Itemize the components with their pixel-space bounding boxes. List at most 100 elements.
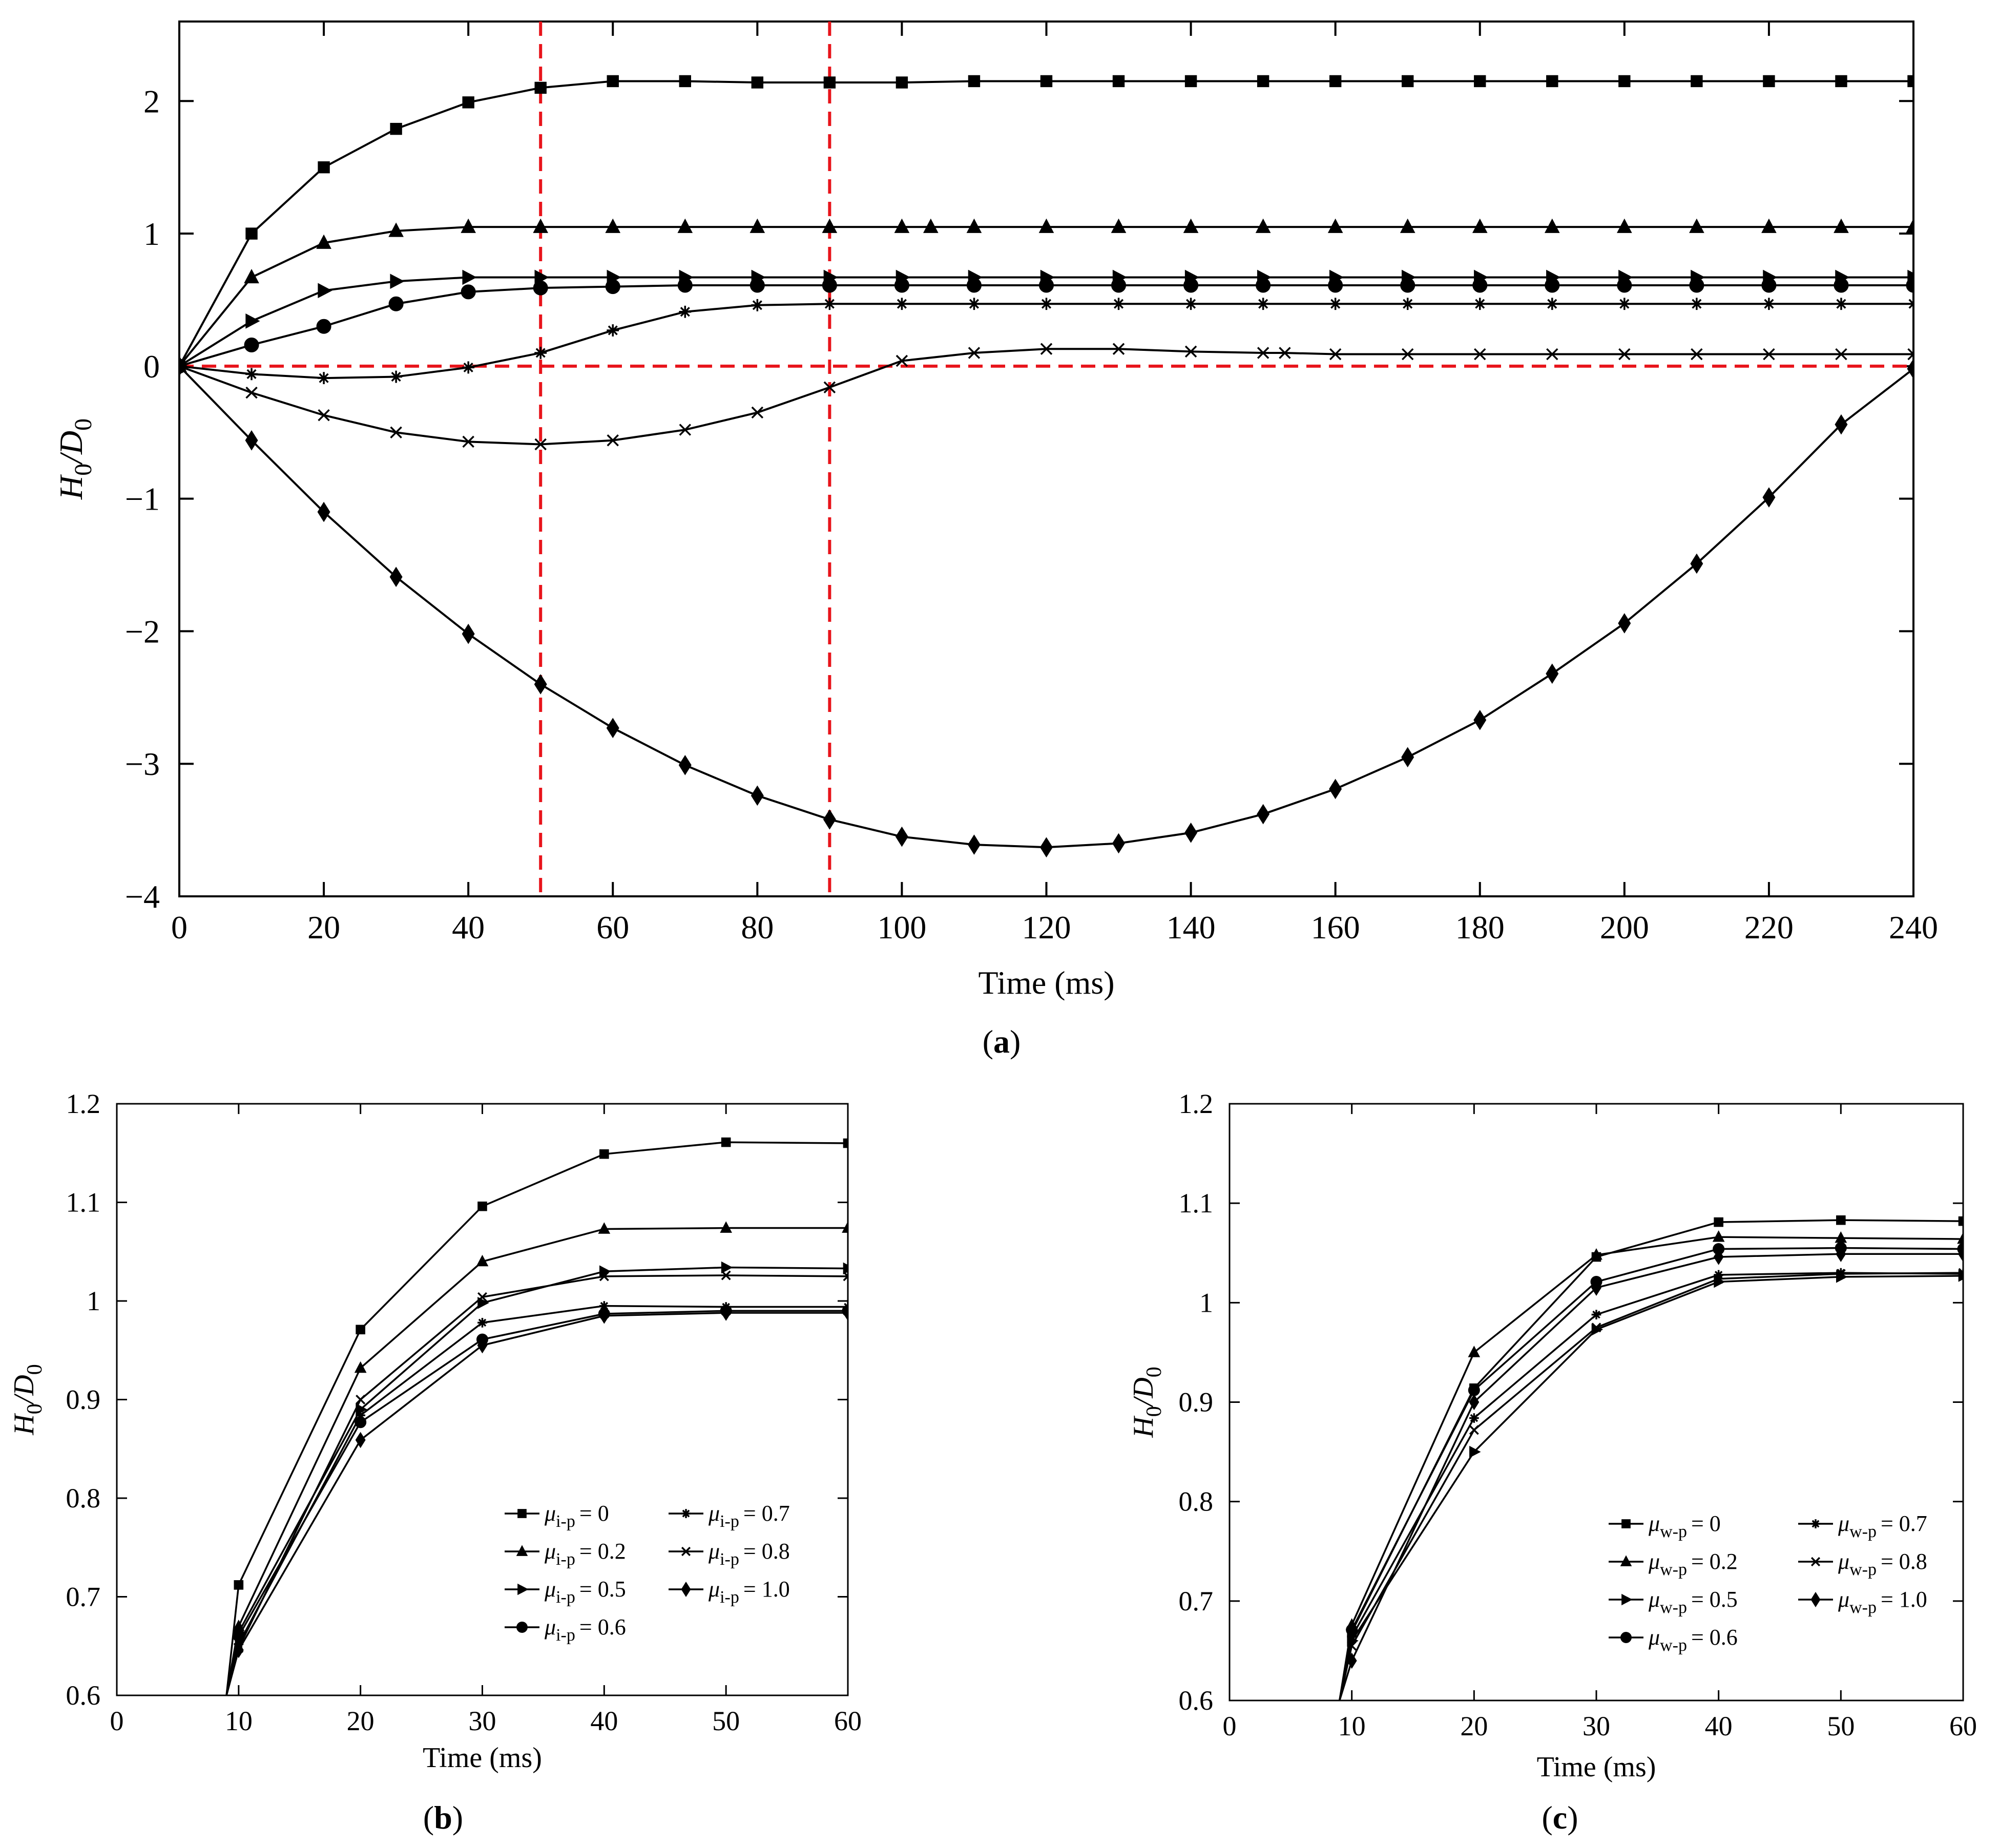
data-point-square bbox=[679, 75, 691, 88]
panel-label-letter: b bbox=[434, 1799, 452, 1836]
data-point-cross bbox=[1763, 348, 1775, 361]
data-point-cross bbox=[721, 1270, 731, 1280]
data-point-square bbox=[1835, 75, 1847, 88]
y-tick-label: 0.7 bbox=[66, 1582, 101, 1612]
y-tick-label: 1 bbox=[87, 1286, 100, 1316]
data-point-square bbox=[1546, 75, 1558, 88]
data-point-square bbox=[462, 96, 474, 109]
data-point-circle bbox=[1906, 278, 1913, 293]
legend-marker-circle bbox=[1620, 1632, 1632, 1643]
legend-marker-cross bbox=[681, 1546, 691, 1557]
data-point-circle bbox=[749, 278, 765, 293]
data-point-star bbox=[1835, 298, 1847, 310]
legend-entry: μi-p = 0.8 bbox=[708, 1539, 790, 1569]
legend-symbol: μ bbox=[1648, 1511, 1660, 1536]
legend-sub: i-p bbox=[556, 1512, 575, 1531]
data-point-square bbox=[823, 76, 836, 89]
data-point-square bbox=[356, 1325, 365, 1335]
data-point-diamond bbox=[823, 809, 836, 830]
data-point-triangle bbox=[1400, 218, 1415, 233]
data-point-square bbox=[534, 81, 547, 94]
x-tick-label: 80 bbox=[741, 909, 774, 946]
data-point-triangle bbox=[1957, 1232, 1963, 1244]
data-point-diamond bbox=[1546, 663, 1559, 684]
legend-symbol: μ bbox=[708, 1577, 720, 1602]
y-axis-title: H0/D0 bbox=[1128, 1367, 1166, 1438]
data-point-diamond bbox=[751, 785, 764, 806]
data-point-cross bbox=[1329, 348, 1342, 361]
data-point-cross bbox=[1546, 348, 1558, 361]
data-point-circle bbox=[1111, 278, 1127, 293]
data-point-star bbox=[823, 298, 836, 310]
data-point-diamond bbox=[1112, 833, 1126, 854]
data-point-star bbox=[1618, 298, 1631, 310]
chart-panel-a: 0 20 40 60 80 100 120 140 160 180 200 220 240−4−3−2−… bbox=[53, 20, 1938, 1060]
legend-entry: μw-p = 1.0 bbox=[1838, 1587, 1927, 1617]
data-point-circle bbox=[1761, 278, 1777, 293]
data-point-triangle bbox=[1255, 218, 1271, 233]
legend-symbol: μ bbox=[1838, 1549, 1849, 1574]
x-tick-label: 0 bbox=[110, 1706, 124, 1736]
data-point-cross bbox=[843, 1271, 848, 1282]
data-point-triangle bbox=[1906, 218, 1913, 233]
legend-sub: w-p bbox=[1849, 1560, 1877, 1579]
data-point-cross bbox=[1279, 347, 1291, 359]
y-tick-label: −1 bbox=[125, 481, 160, 517]
legend-entry: μw-p = 0.7 bbox=[1838, 1511, 1927, 1541]
legend-value: = 0 bbox=[1691, 1511, 1721, 1536]
data-point-square bbox=[1402, 75, 1414, 88]
data-point-circle bbox=[316, 319, 331, 334]
data-point-square bbox=[1329, 75, 1342, 88]
panel-label-c: (c) bbox=[1542, 1799, 1578, 1836]
data-point-triangle bbox=[720, 1221, 732, 1233]
data-point-square bbox=[1040, 75, 1053, 88]
y-axis-title-sub: 0 bbox=[1142, 1406, 1166, 1417]
data-point-triangle bbox=[598, 1222, 611, 1234]
data-point-diamond bbox=[1346, 1652, 1357, 1669]
data-point-triangle bbox=[354, 1361, 367, 1373]
data-point-circle bbox=[605, 279, 620, 295]
y-axis-title-d: /D bbox=[1128, 1377, 1159, 1408]
data-point-triangle bbox=[1544, 218, 1560, 233]
data-point-triangle bbox=[461, 218, 476, 233]
y-axis-title-h: H bbox=[53, 474, 89, 500]
legend-symbol: μ bbox=[1648, 1587, 1660, 1612]
legend-entry: μi-p = 0.7 bbox=[708, 1501, 790, 1531]
data-point-right-triangle bbox=[843, 1262, 848, 1275]
data-point-triangle bbox=[1689, 218, 1704, 233]
data-point-circle bbox=[244, 337, 259, 352]
legend-value: = 0.5 bbox=[579, 1577, 626, 1602]
data-point-circle bbox=[533, 280, 548, 296]
legend-sub: i-p bbox=[720, 1550, 739, 1569]
x-tick-label: 180 bbox=[1455, 909, 1505, 946]
data-point-circle bbox=[966, 278, 982, 293]
y-tick-label: 0.8 bbox=[66, 1483, 101, 1514]
data-point-diamond bbox=[678, 754, 692, 775]
x-axis-title: Time (ms) bbox=[423, 1742, 542, 1774]
x-tick-label: 40 bbox=[590, 1706, 618, 1736]
data-point-right-triangle bbox=[245, 313, 260, 329]
data-point-diamond bbox=[1762, 487, 1776, 508]
data-point-circle bbox=[388, 296, 404, 311]
data-point-diamond bbox=[1040, 837, 1053, 858]
data-point-star bbox=[477, 1318, 487, 1328]
data-point-star bbox=[1347, 1632, 1357, 1642]
legend-marker-right-triangle bbox=[1621, 1593, 1633, 1606]
x-tick-label: 60 bbox=[1949, 1711, 1977, 1741]
y-axis-title-sub2: 0 bbox=[70, 418, 97, 431]
legend-entry: μi-p = 0.5 bbox=[544, 1577, 626, 1607]
legend-symbol: μ bbox=[544, 1501, 556, 1526]
data-point-cross bbox=[477, 1292, 487, 1302]
y-axis-title-sub2: 0 bbox=[23, 1364, 47, 1375]
legend-symbol: μ bbox=[544, 1539, 556, 1564]
data-point-star bbox=[1591, 1310, 1601, 1319]
y-axis-title-sub2: 0 bbox=[1142, 1367, 1166, 1377]
legend-value: = 0.8 bbox=[743, 1539, 790, 1564]
legend-marker-right-triangle bbox=[517, 1583, 529, 1595]
legend-symbol: μ bbox=[708, 1501, 720, 1526]
x-tick-label: 20 bbox=[1460, 1711, 1488, 1741]
data-point-square bbox=[1714, 1217, 1723, 1227]
data-point-diamond bbox=[1469, 1394, 1480, 1411]
y-tick-label: 2 bbox=[143, 83, 160, 119]
